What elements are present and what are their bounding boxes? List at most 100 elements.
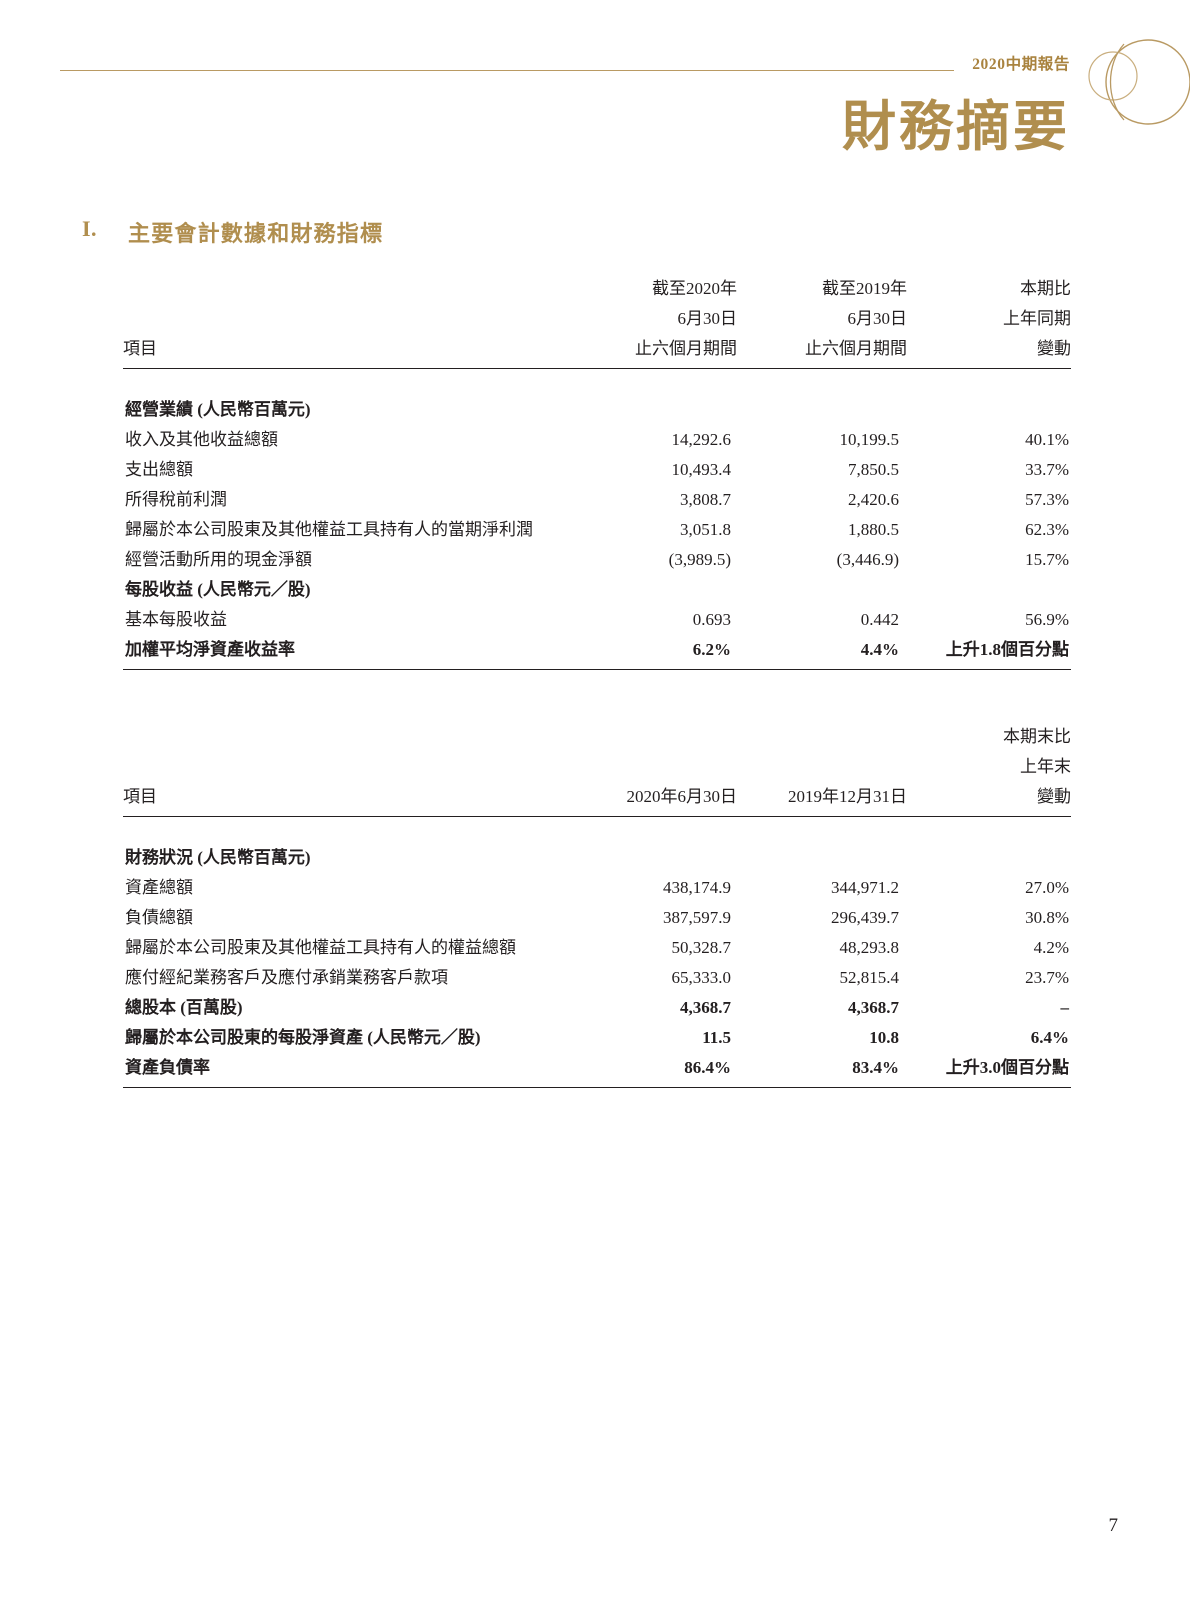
row-value-change: 56.9% bbox=[1025, 610, 1069, 629]
table-row: 每股收益 (人民幣元／股) bbox=[123, 575, 1071, 605]
table-row: 總股本 (百萬股) 4,368.7 4,368.7 – bbox=[123, 993, 1071, 1023]
row-value-prior: 4,368.7 bbox=[848, 998, 899, 1017]
row-value-prior: 1,880.5 bbox=[848, 520, 899, 539]
header-col1-line1: 截至2020年 bbox=[652, 279, 737, 298]
spacer-cell bbox=[737, 369, 907, 396]
spacer-cell bbox=[123, 369, 555, 396]
spacer-cell bbox=[907, 706, 1071, 722]
row-value-current: (3,989.5) bbox=[668, 550, 731, 569]
row-value-prior bbox=[737, 843, 907, 873]
row-value-change: 33.7% bbox=[1025, 460, 1069, 479]
row-value-current: 3,051.8 bbox=[680, 520, 731, 539]
row-value-current: 0.693 bbox=[692, 610, 731, 629]
section-heading: I. 主要會計數據和財務指標 bbox=[82, 216, 1082, 248]
row-value-current: 10,493.4 bbox=[671, 460, 732, 479]
row-value-current bbox=[555, 395, 737, 425]
header-rule bbox=[60, 70, 954, 71]
row-label: 基本每股收益 bbox=[125, 610, 227, 629]
row-value-current: 86.4% bbox=[684, 1058, 731, 1077]
row-value-current: 438,174.9 bbox=[663, 878, 731, 897]
table-row: 支出總額 10,493.4 7,850.5 33.7% bbox=[123, 455, 1071, 485]
row-value-change: 57.3% bbox=[1025, 490, 1069, 509]
header-col1-line2 bbox=[555, 752, 737, 782]
row-label: 所得稅前利潤 bbox=[125, 490, 227, 509]
page-number: 7 bbox=[1108, 1515, 1119, 1536]
spacer-cell bbox=[737, 817, 907, 844]
row-value-prior: 4.4% bbox=[860, 640, 899, 659]
table-header-spacer bbox=[123, 706, 1071, 722]
table-body: 經營業績 (人民幣百萬元) 收入及其他收益總額 14,292.6 10,199.… bbox=[123, 369, 1071, 670]
header-col2-line2: 6月30日 bbox=[847, 309, 908, 328]
section-numeral: I. bbox=[82, 216, 98, 241]
row-value-prior: 0.442 bbox=[860, 610, 899, 629]
table-header-spacer bbox=[123, 258, 1071, 274]
body-spacer bbox=[123, 817, 1071, 844]
row-value-change: 上升3.0個百分點 bbox=[945, 1058, 1069, 1077]
row-value-prior: 344,971.2 bbox=[831, 878, 899, 897]
table-row: 歸屬於本公司股東的每股淨資產 (人民幣元／股) 11.5 10.8 6.4% bbox=[123, 1023, 1071, 1053]
header-col3-line3: 變動 bbox=[1037, 339, 1071, 358]
table-header-row-2: 上年末 bbox=[123, 752, 1071, 782]
interlocking-circles-ornament-icon bbox=[1070, 24, 1190, 144]
table-header-row-3: 項目 2020年6月30日 2019年12月31日 變動 bbox=[123, 782, 1071, 817]
row-value-current: 6.2% bbox=[692, 640, 731, 659]
table-row: 所得稅前利潤 3,808.7 2,420.6 57.3% bbox=[123, 485, 1071, 515]
row-value-change: 6.4% bbox=[1030, 1028, 1069, 1047]
table-header-row-2: 6月30日 6月30日 上年同期 bbox=[123, 304, 1072, 334]
table-row: 資產負債率 86.4% 83.4% 上升3.0個百分點 bbox=[123, 1053, 1071, 1088]
row-value-change: 40.1% bbox=[1025, 430, 1069, 449]
header-col3-line3: 變動 bbox=[1037, 787, 1071, 806]
row-value-prior: (3,446.9) bbox=[836, 550, 899, 569]
header-col1-line3: 止六個月期間 bbox=[635, 339, 737, 358]
row-label: 歸屬於本公司股東及其他權益工具持有人的當期淨利潤 bbox=[125, 520, 533, 539]
page-title: 財務摘要 bbox=[842, 97, 1070, 157]
header-col1-line3: 2020年6月30日 bbox=[626, 787, 738, 806]
table-header: 截至2020年 截至2019年 本期比 6月30日 6月30日 上年同期 項目 … bbox=[123, 258, 1071, 369]
header-blank bbox=[123, 304, 555, 334]
row-value-change: 15.7% bbox=[1025, 550, 1069, 569]
running-header: 2020中期報告 bbox=[0, 39, 1190, 125]
table-header-row-1: 截至2020年 截至2019年 本期比 bbox=[123, 274, 1071, 304]
row-label: 歸屬於本公司股東的每股淨資產 (人民幣元／股) bbox=[125, 1028, 481, 1047]
header-label-column: 項目 bbox=[123, 787, 157, 806]
spacer-cell bbox=[907, 258, 1071, 274]
row-label: 每股收益 (人民幣元／股) bbox=[125, 580, 311, 599]
row-value-current: 3,808.7 bbox=[680, 490, 731, 509]
table-row: 基本每股收益 0.693 0.442 56.9% bbox=[123, 605, 1071, 635]
row-value-current: 65,333.0 bbox=[671, 968, 732, 987]
table-row: 資產總額 438,174.9 344,971.2 27.0% bbox=[123, 873, 1071, 903]
header-col3-line2: 上年末 bbox=[1020, 757, 1071, 776]
row-label: 資產總額 bbox=[125, 878, 193, 897]
table-row: 歸屬於本公司股東及其他權益工具持有人的當期淨利潤 3,051.8 1,880.5… bbox=[123, 515, 1071, 545]
row-value-current: 4,368.7 bbox=[680, 998, 731, 1017]
row-value-change: 62.3% bbox=[1025, 520, 1069, 539]
header-col3-line1: 本期比 bbox=[1020, 279, 1071, 298]
row-value-current: 387,597.9 bbox=[663, 908, 731, 927]
spacer-cell bbox=[123, 258, 555, 274]
row-label: 收入及其他收益總額 bbox=[125, 430, 278, 449]
row-value-change bbox=[907, 395, 1071, 425]
header-col1-line1 bbox=[555, 722, 737, 752]
row-label: 應付經紀業務客戶及應付承銷業務客戶款項 bbox=[125, 968, 448, 987]
header-blank bbox=[123, 722, 555, 752]
row-value-current: 11.5 bbox=[702, 1028, 731, 1047]
row-label: 總股本 (百萬股) bbox=[125, 998, 243, 1017]
header-label-column: 項目 bbox=[123, 339, 157, 358]
row-label: 加權平均淨資產收益率 bbox=[125, 640, 295, 659]
row-value-prior: 10.8 bbox=[869, 1028, 899, 1047]
table-row: 財務狀況 (人民幣百萬元) bbox=[123, 843, 1071, 873]
table-row: 經營活動所用的現金淨額 (3,989.5) (3,446.9) 15.7% bbox=[123, 545, 1071, 575]
header-col2-line1 bbox=[737, 722, 907, 752]
spacer-cell bbox=[555, 369, 737, 396]
table-row: 應付經紀業務客戶及應付承銷業務客戶款項 65,333.0 52,815.4 23… bbox=[123, 963, 1071, 993]
row-value-current: 50,328.7 bbox=[671, 938, 732, 957]
row-label: 經營業績 (人民幣百萬元) bbox=[125, 400, 311, 419]
row-value-current bbox=[555, 575, 737, 605]
row-value-prior: 52,815.4 bbox=[839, 968, 900, 987]
header-blank bbox=[123, 752, 555, 782]
spacer-cell bbox=[737, 706, 907, 722]
row-label: 經營活動所用的現金淨額 bbox=[125, 550, 312, 569]
row-label: 負債總額 bbox=[125, 908, 193, 927]
operating-results-table: 截至2020年 截至2019年 本期比 6月30日 6月30日 上年同期 項目 … bbox=[123, 258, 1071, 670]
